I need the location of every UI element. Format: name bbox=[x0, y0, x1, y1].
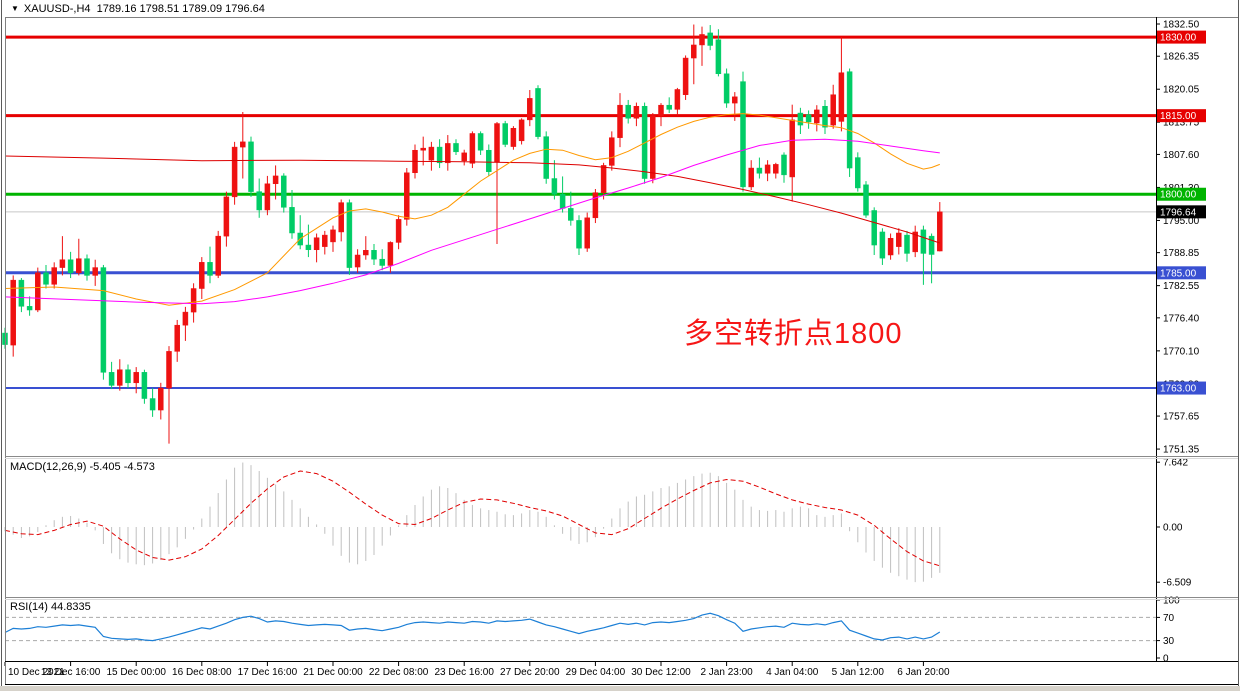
svg-text:2 Jan 23:00: 2 Jan 23:00 bbox=[700, 667, 753, 678]
svg-text:16 Dec 08:00: 16 Dec 08:00 bbox=[172, 667, 232, 678]
macd-pane[interactable] bbox=[4, 462, 941, 583]
svg-text:23 Dec 16:00: 23 Dec 16:00 bbox=[434, 667, 494, 678]
svg-text:7.642: 7.642 bbox=[1163, 458, 1188, 469]
price-badge bbox=[1157, 187, 1206, 201]
svg-text:1788.85: 1788.85 bbox=[1163, 248, 1200, 259]
svg-text:10 Dec 2021: 10 Dec 2021 bbox=[8, 667, 65, 678]
macd-signal-line bbox=[4, 470, 940, 567]
ma-mid-orange bbox=[4, 113, 940, 306]
svg-text:0: 0 bbox=[1163, 654, 1169, 665]
svg-text:6 Jan 20:00: 6 Jan 20:00 bbox=[897, 667, 950, 678]
svg-text:13 Dec 16:00: 13 Dec 16:00 bbox=[41, 667, 101, 678]
svg-text:1763.00: 1763.00 bbox=[1160, 384, 1197, 395]
svg-text:29 Dec 04:00: 29 Dec 04:00 bbox=[566, 667, 626, 678]
main-price-pane[interactable] bbox=[2, 24, 1157, 444]
rsi-indicator-label: RSI(14) 44.8335 bbox=[10, 601, 91, 613]
svg-text:70: 70 bbox=[1163, 613, 1175, 624]
rsi-pane[interactable] bbox=[4, 612, 1156, 642]
svg-text:1785.00: 1785.00 bbox=[1160, 268, 1197, 279]
svg-text:1826.35: 1826.35 bbox=[1163, 52, 1200, 63]
svg-text:-6.509: -6.509 bbox=[1163, 578, 1192, 589]
svg-text:1757.65: 1757.65 bbox=[1163, 412, 1200, 423]
ma-slow-magenta bbox=[4, 138, 940, 305]
price-badge bbox=[1157, 109, 1206, 123]
svg-text:1796.64: 1796.64 bbox=[1160, 207, 1197, 218]
price-badge bbox=[1157, 205, 1206, 219]
svg-text:1776.40: 1776.40 bbox=[1163, 313, 1200, 324]
svg-text:27 Dec 20:00: 27 Dec 20:00 bbox=[500, 667, 560, 678]
svg-text:1832.50: 1832.50 bbox=[1163, 20, 1200, 31]
price-badge bbox=[1157, 381, 1206, 395]
price-badge bbox=[1157, 30, 1206, 44]
svg-text:4 Jan 04:00: 4 Jan 04:00 bbox=[766, 667, 819, 678]
svg-text:21 Dec 00:00: 21 Dec 00:00 bbox=[303, 667, 363, 678]
ma-long-red bbox=[4, 155, 940, 244]
price-axis[interactable]: 1832.501826.351820.051813.751807.601801.… bbox=[1156, 20, 1206, 665]
annotation-label: 多空转折点1800 bbox=[684, 318, 903, 350]
svg-text:100: 100 bbox=[1163, 596, 1180, 607]
svg-text:1800.00: 1800.00 bbox=[1160, 190, 1197, 201]
svg-text:1813.75: 1813.75 bbox=[1163, 118, 1200, 129]
svg-text:22 Dec 08:00: 22 Dec 08:00 bbox=[369, 667, 429, 678]
svg-text:1820.05: 1820.05 bbox=[1163, 85, 1200, 96]
rsi-line bbox=[4, 612, 941, 642]
svg-text:5 Jan 12:00: 5 Jan 12:00 bbox=[832, 667, 885, 678]
symbol-title: XAUUSD-,H4 bbox=[23, 3, 91, 15]
svg-text:1770.10: 1770.10 bbox=[1163, 346, 1200, 357]
svg-text:17 Dec 16:00: 17 Dec 16:00 bbox=[238, 667, 298, 678]
svg-text:1782.55: 1782.55 bbox=[1163, 281, 1200, 292]
chart-header: ▼ XAUUSD-,H4 1789.16 1798.51 1789.09 1796… bbox=[11, 3, 265, 15]
svg-text:0.00: 0.00 bbox=[1163, 523, 1183, 534]
svg-text:30 Dec 12:00: 30 Dec 12:00 bbox=[631, 667, 691, 678]
svg-text:15 Dec 00:00: 15 Dec 00:00 bbox=[106, 667, 166, 678]
svg-text:1751.35: 1751.35 bbox=[1163, 445, 1200, 456]
svg-text:1795.00: 1795.00 bbox=[1163, 216, 1200, 227]
price-badge bbox=[1157, 266, 1206, 280]
symbol-dropdown-icon[interactable]: ▼ bbox=[11, 4, 19, 13]
svg-text:1830.00: 1830.00 bbox=[1160, 33, 1197, 44]
macd-indicator-label: MACD(12,26,9) -5.405 -4.573 bbox=[10, 461, 155, 473]
svg-text:1815.00: 1815.00 bbox=[1160, 111, 1197, 122]
svg-text:1807.60: 1807.60 bbox=[1163, 150, 1200, 161]
svg-text:30: 30 bbox=[1163, 636, 1175, 647]
quote-values: 1789.16 1798.51 1789.09 1796.64 bbox=[96, 3, 265, 15]
